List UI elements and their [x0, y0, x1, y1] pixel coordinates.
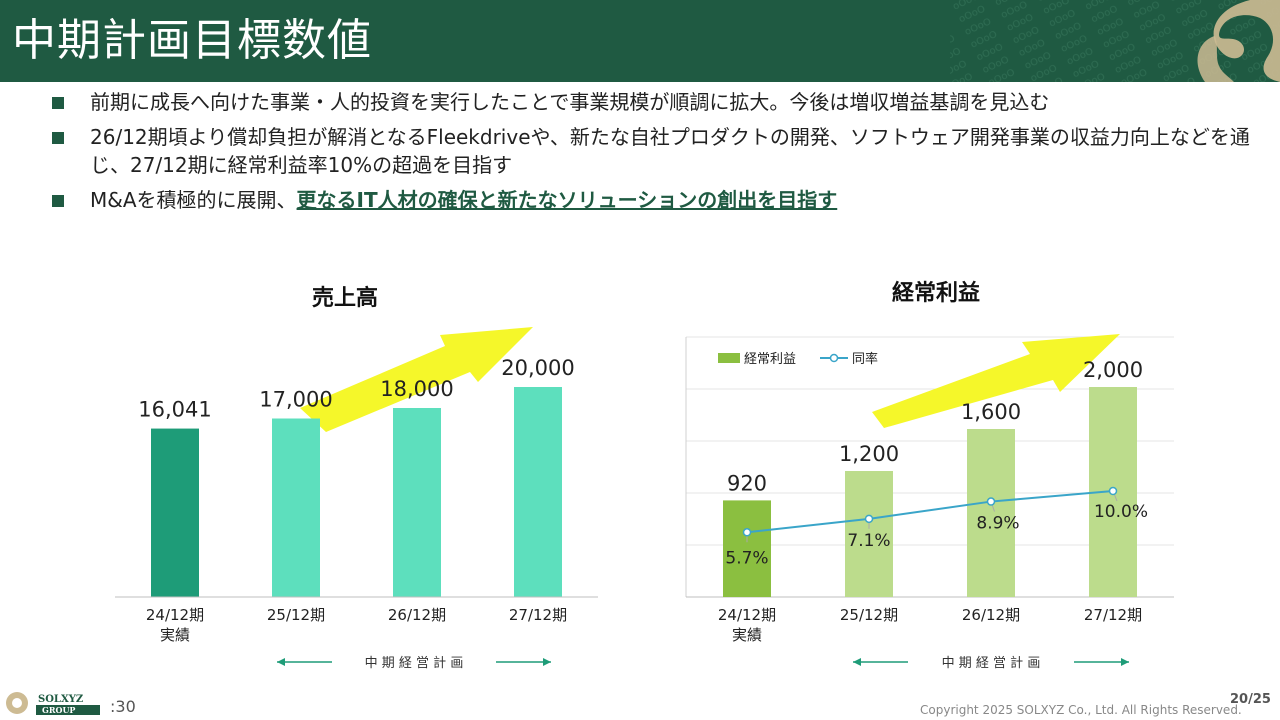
- margin-value-label: 10.0%: [1094, 502, 1148, 522]
- bullet-list: 前期に成長へ向けた事業・人的投資を実行したことで事業規模が順調に拡大。今後は増収…: [52, 88, 1252, 221]
- bullet-emphasis-text: 更なるIT人材の確保と新たなソリューションの創出を目指す: [296, 188, 838, 212]
- legend-bar-swatch: [718, 353, 740, 363]
- category-label: 24/12期: [146, 606, 204, 624]
- profit-value-label: 920: [727, 471, 767, 495]
- solxyz-group-logo: SOLXYZ GROUP: [6, 691, 100, 715]
- sales-bar: [272, 418, 320, 597]
- bullet-square-icon: [52, 132, 64, 144]
- bullet-square-icon: [52, 195, 64, 207]
- profit-value-label: 2,000: [1083, 358, 1143, 382]
- bullet-item: M&Aを積極的に展開、更なるIT人材の確保と新たなソリューションの創出を目指す: [52, 186, 1252, 214]
- sales-value-label: 17,000: [259, 388, 332, 412]
- margin-line: [746, 490, 1114, 534]
- profit-value-label: 1,600: [961, 400, 1021, 424]
- footer-tag: :30: [110, 697, 136, 716]
- svg-text:SOLXYZ: SOLXYZ: [38, 694, 83, 705]
- sales-value-label: 18,000: [380, 377, 453, 401]
- margin-marker: [986, 497, 996, 506]
- sales-bar: [393, 408, 441, 597]
- sales-bar: [151, 428, 199, 597]
- profit-chart-title: 経常利益: [891, 281, 980, 306]
- margin-value-label: 5.7%: [725, 548, 768, 568]
- bullet-item: 前期に成長へ向けた事業・人的投資を実行したことで事業規模が順調に拡大。今後は増収…: [52, 88, 1252, 116]
- category-label: 26/12期: [388, 606, 446, 624]
- legend-marker: [829, 353, 839, 363]
- arrow-right-icon: [543, 658, 551, 666]
- sales-bar: [514, 387, 562, 597]
- category-label: 実績: [732, 626, 762, 644]
- legend-label: 同率: [852, 351, 878, 367]
- category-label: 27/12期: [509, 606, 567, 624]
- category-label: 26/12期: [962, 606, 1020, 624]
- category-label: 25/12期: [840, 606, 898, 624]
- sales-chart-title: 売上高: [311, 286, 378, 311]
- bullet-text: 26/12期頃より償却負担が解消となるFleekdriveや、新たな自社プロダク…: [90, 125, 1250, 177]
- category-label: 27/12期: [1084, 606, 1142, 624]
- bullet-item: 26/12期頃より償却負担が解消となるFleekdriveや、新たな自社プロダク…: [52, 123, 1252, 179]
- category-label: 25/12期: [267, 606, 325, 624]
- slide-header: 中期計画目標数値 oOoO: [0, 0, 1280, 82]
- profit-bar: [967, 429, 1015, 597]
- growth-arrow-icon: [300, 327, 533, 432]
- svg-text:GROUP: GROUP: [42, 705, 75, 715]
- sales-value-label: 20,000: [501, 356, 574, 380]
- margin-marker: [742, 528, 752, 537]
- growth-arrow-icon: [872, 334, 1120, 428]
- margin-value-label: 8.9%: [976, 514, 1019, 534]
- bullet-square-icon: [52, 97, 64, 109]
- arrow-left-icon: [853, 658, 861, 666]
- profit-bar: [723, 500, 771, 597]
- arrow-left-icon: [277, 658, 285, 666]
- bullet-text: 前期に成長へ向けた事業・人的投資を実行したことで事業規模が順調に拡大。今後は増収…: [90, 90, 1050, 114]
- margin-marker: [864, 514, 874, 524]
- page-number: 20/25: [1230, 692, 1271, 707]
- copyright: Copyright 2025 SOLXYZ Co., Ltd. All Righ…: [920, 703, 1242, 717]
- bullet-text: M&Aを積極的に展開、: [90, 188, 297, 212]
- period-label: 中 期 経 営 計 画: [365, 655, 464, 671]
- category-label: 実績: [160, 626, 190, 644]
- category-label: 24/12期: [718, 606, 776, 624]
- decorative-logo-icon: oOoO: [950, 0, 1280, 82]
- sales-value-label: 16,041: [138, 398, 211, 422]
- period-label: 中 期 経 営 計 画: [942, 655, 1041, 671]
- arrow-right-icon: [1121, 658, 1129, 666]
- profit-bar: [845, 471, 893, 597]
- margin-value-label: 7.1%: [847, 531, 890, 551]
- page-title: 中期計画目標数値: [12, 15, 372, 66]
- margin-marker: [1108, 486, 1118, 496]
- profit-value-label: 1,200: [839, 442, 899, 466]
- legend-label: 経常利益: [744, 352, 796, 367]
